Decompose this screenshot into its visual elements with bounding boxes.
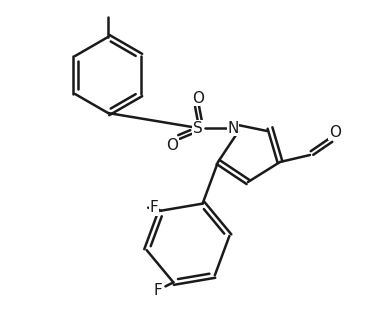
- Text: O: O: [329, 124, 341, 140]
- Text: O: O: [166, 138, 178, 152]
- Text: S: S: [193, 120, 203, 136]
- Text: O: O: [192, 90, 204, 106]
- Text: N: N: [227, 120, 239, 136]
- Text: F: F: [153, 283, 162, 298]
- Text: F: F: [150, 200, 158, 215]
